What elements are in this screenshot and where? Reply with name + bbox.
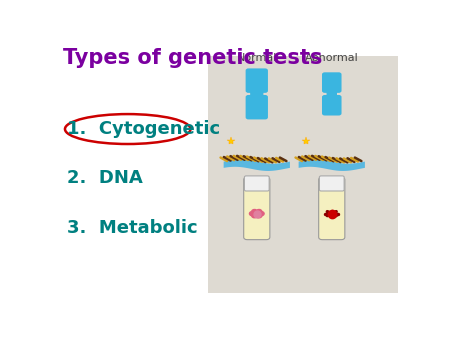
Circle shape xyxy=(256,210,262,214)
Text: Normal: Normal xyxy=(237,53,277,63)
Text: Abnormal: Abnormal xyxy=(305,53,359,63)
Polygon shape xyxy=(224,160,290,171)
Text: 2.  DNA: 2. DNA xyxy=(67,169,143,188)
FancyBboxPatch shape xyxy=(327,90,337,98)
Polygon shape xyxy=(299,160,365,171)
Circle shape xyxy=(252,214,257,218)
FancyBboxPatch shape xyxy=(208,56,398,293)
Text: Types of genetic tests: Types of genetic tests xyxy=(63,48,323,68)
Text: 3.  Metabolic: 3. Metabolic xyxy=(67,219,198,237)
FancyBboxPatch shape xyxy=(322,95,342,116)
Circle shape xyxy=(249,212,255,216)
FancyBboxPatch shape xyxy=(244,176,269,191)
Circle shape xyxy=(252,210,257,214)
Circle shape xyxy=(256,214,262,218)
Text: 1.  Cytogenetic: 1. Cytogenetic xyxy=(67,120,220,138)
FancyBboxPatch shape xyxy=(244,177,270,240)
FancyBboxPatch shape xyxy=(250,90,263,98)
Circle shape xyxy=(258,212,264,216)
FancyBboxPatch shape xyxy=(246,68,268,93)
FancyBboxPatch shape xyxy=(322,72,342,93)
FancyBboxPatch shape xyxy=(246,95,268,119)
FancyBboxPatch shape xyxy=(319,177,345,240)
FancyBboxPatch shape xyxy=(320,176,344,191)
